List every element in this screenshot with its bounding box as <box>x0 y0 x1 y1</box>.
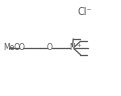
Text: Cl⁻: Cl⁻ <box>77 7 92 17</box>
Text: O: O <box>18 43 24 53</box>
Text: MeO: MeO <box>4 43 21 53</box>
Text: +: + <box>77 43 82 48</box>
Text: N: N <box>70 43 76 53</box>
Text: O: O <box>47 43 53 53</box>
